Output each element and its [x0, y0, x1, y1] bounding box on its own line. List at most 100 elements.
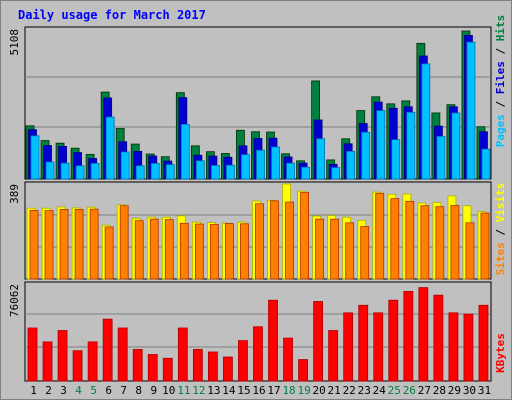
- pages-bar-day-12: [195, 160, 205, 180]
- kbytes-bar-day-16: [253, 326, 263, 382]
- legend-kbytes: KBytes: [494, 333, 507, 373]
- kbytes-bar-day-19: [298, 359, 308, 382]
- x-tick-label-day-24: 24: [373, 384, 387, 397]
- sites-bar-day-23: [360, 226, 370, 280]
- x-tick-label-day-23: 23: [358, 384, 371, 397]
- sites-bar-day-26: [405, 200, 415, 280]
- x-tick-label-day-12: 12: [192, 384, 205, 397]
- kbytes-bar-day-2: [42, 341, 53, 382]
- sites-bar-day-20: [315, 218, 325, 280]
- legend-visits: Visits: [494, 183, 507, 223]
- x-tick-label-day-6: 6: [105, 384, 112, 397]
- kbytes-bar-day-27: [418, 287, 429, 382]
- x-tick-label-day-15: 15: [237, 384, 250, 397]
- x-tick-label-day-27: 27: [418, 384, 431, 397]
- pages-bar-day-13: [210, 165, 220, 180]
- pages-bar-day-22: [346, 150, 356, 180]
- kbytes-bar-day-3: [57, 330, 68, 382]
- kbytes-bar-day-13: [207, 351, 218, 382]
- kbytes-bar-day-4: [72, 350, 83, 382]
- kbytes-bar-day-17: [268, 299, 278, 382]
- sites-bar-day-30: [465, 222, 475, 280]
- x-tick-label-day-4: 4: [75, 384, 82, 397]
- panel-1-ymax-label: 5108: [8, 29, 21, 56]
- sites-bar-day-16: [255, 203, 264, 280]
- x-tick-label-day-18: 18: [282, 384, 295, 397]
- pages-bar-day-11: [180, 123, 190, 180]
- x-tick-label-day-28: 28: [433, 384, 446, 397]
- sites-bar-day-2: [44, 210, 54, 280]
- x-tick-label-day-16: 16: [252, 384, 265, 397]
- pages-bar-day-14: [226, 164, 235, 180]
- pages-bar-day-21: [331, 167, 341, 180]
- kbytes-bar-day-11: [177, 327, 188, 382]
- legend-files: Files: [494, 61, 507, 94]
- sites-bar-day-8: [134, 220, 144, 280]
- sites-bar-day-1: [29, 209, 39, 280]
- x-tick-label-day-17: 17: [267, 384, 280, 397]
- pages-bar-day-10: [165, 164, 175, 180]
- pages-bar-day-3: [60, 162, 70, 180]
- kbytes-bar-day-12: [192, 349, 203, 382]
- pages-bar-day-25: [391, 139, 401, 180]
- pages-bar-day-17: [271, 146, 280, 180]
- pages-bar-day-9: [150, 163, 160, 180]
- panel-3-ymax-label: 76062: [8, 284, 21, 317]
- pages-bar-day-20: [316, 138, 326, 180]
- sites-bar-day-10: [164, 219, 174, 280]
- x-tick-label-day-8: 8: [135, 384, 142, 397]
- kbytes-bar-day-7: [117, 327, 128, 382]
- pages-bar-day-18: [286, 162, 295, 180]
- x-tick-label-day-25: 25: [388, 384, 401, 397]
- kbytes-bar-day-1: [27, 327, 38, 382]
- pages-bar-day-19: [301, 166, 310, 180]
- kbytes-bar-day-31: [478, 304, 489, 382]
- x-tick-label-day-10: 10: [162, 384, 175, 397]
- sites-bar-day-3: [59, 208, 69, 280]
- sites-bar-day-9: [149, 218, 159, 280]
- x-tick-label-day-1: 1: [30, 384, 37, 397]
- pages-bar-day-7: [120, 151, 130, 180]
- x-tick-label-day-2: 2: [45, 384, 52, 397]
- x-tick-label-day-26: 26: [403, 384, 416, 397]
- sites-bar-day-22: [345, 222, 355, 280]
- kbytes-bar-day-9: [147, 354, 158, 382]
- legend-sites-visits: Sites / Visits: [494, 183, 507, 276]
- x-tick-label-day-7: 7: [120, 384, 127, 397]
- kbytes-bar-day-30: [463, 313, 474, 382]
- legend-hits: Hits: [494, 15, 507, 42]
- pages-bar-day-24: [376, 110, 386, 180]
- pages-bar-day-16: [256, 149, 265, 180]
- kbytes-bar-day-10: [162, 357, 173, 382]
- sites-bar-day-31: [480, 212, 490, 280]
- x-tick-label-day-3: 3: [60, 384, 67, 397]
- kbytes-bar-day-24: [373, 312, 384, 382]
- legend-kbytes: KBytes: [494, 333, 507, 373]
- pages-bar-day-1: [30, 135, 40, 180]
- panel-2-ymax-label: 389: [8, 184, 21, 204]
- pages-bar-day-5: [90, 163, 100, 180]
- kbytes-bar-day-22: [343, 312, 354, 382]
- x-tick-label-day-22: 22: [343, 384, 356, 397]
- sites-bar-day-27: [420, 205, 430, 280]
- pages-bar-day-6: [105, 116, 115, 180]
- sites-bar-day-28: [435, 206, 445, 280]
- kbytes-bar-day-15: [238, 340, 248, 382]
- kbytes-bar-day-23: [358, 304, 369, 382]
- kbytes-bar-day-6: [102, 318, 113, 382]
- sites-bar-day-6: [104, 226, 114, 280]
- pages-bar-day-30: [466, 41, 476, 180]
- pages-bar-day-8: [135, 165, 145, 180]
- sites-bar-day-17: [270, 200, 279, 280]
- kbytes-bar-day-29: [448, 312, 459, 382]
- sites-bar-day-29: [450, 205, 460, 280]
- sites-bar-day-14: [225, 223, 234, 280]
- x-tick-label-day-30: 30: [463, 384, 476, 397]
- kbytes-bar-day-5: [87, 341, 98, 382]
- sites-bar-day-25: [390, 198, 400, 280]
- pages-bar-day-29: [451, 112, 461, 180]
- sites-bar-day-13: [209, 224, 219, 280]
- x-tick-label-day-19: 19: [297, 384, 310, 397]
